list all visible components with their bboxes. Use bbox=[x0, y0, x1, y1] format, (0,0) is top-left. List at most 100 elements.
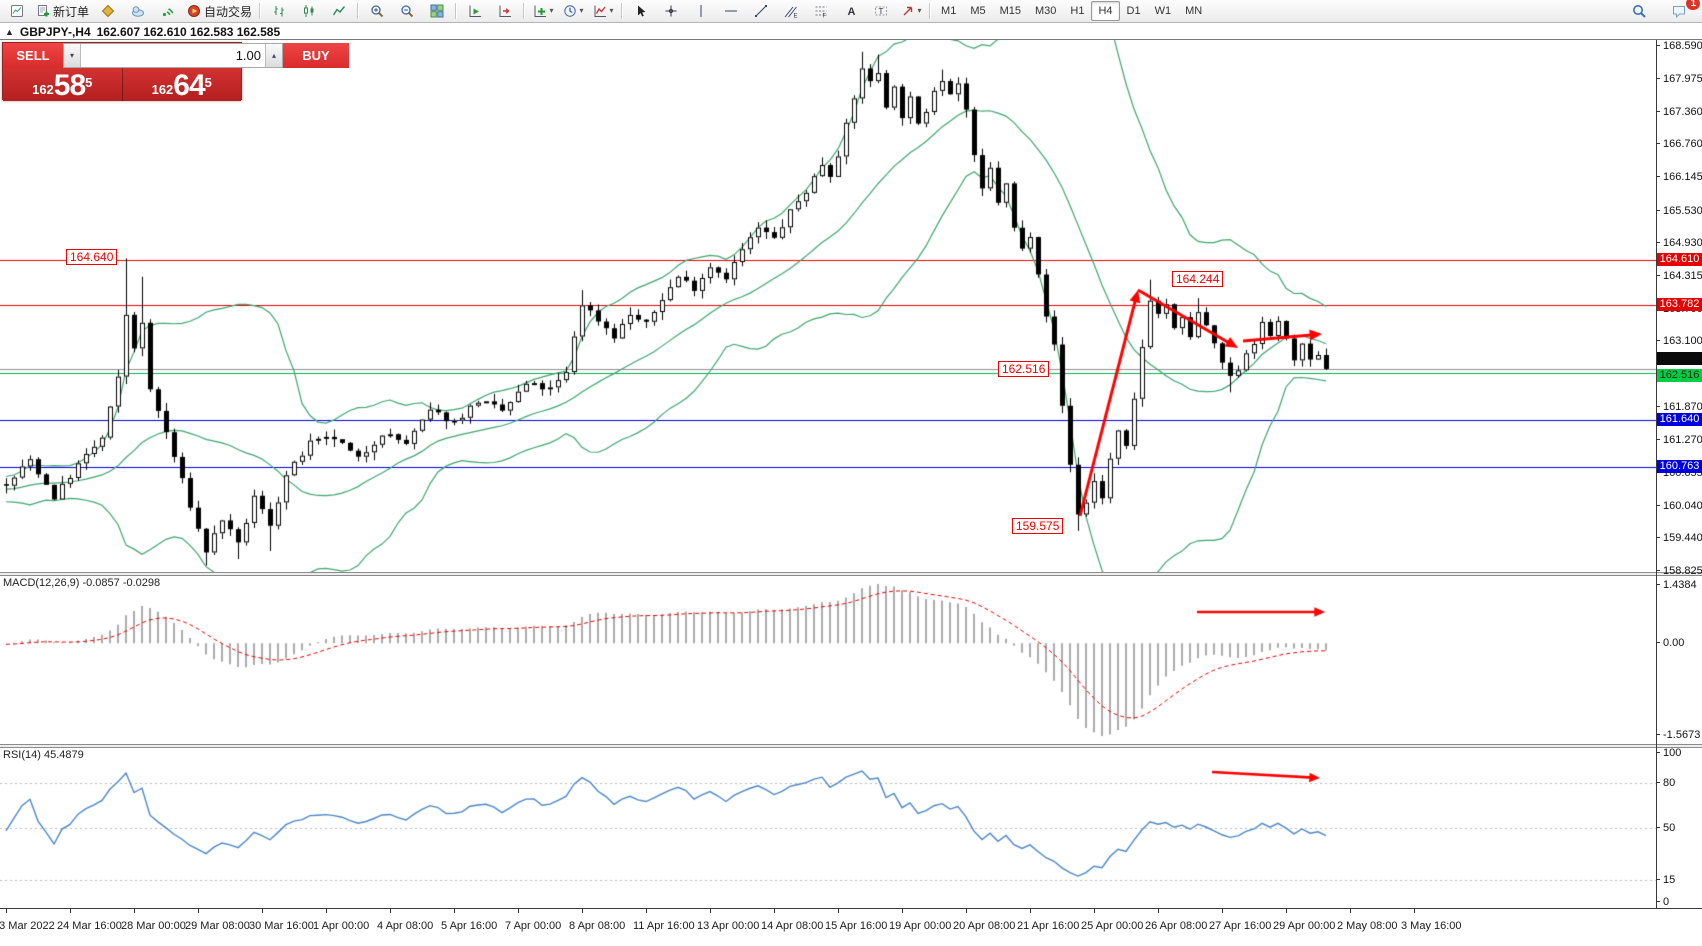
crosshair-button[interactable] bbox=[656, 0, 686, 22]
notification-badge: 1 bbox=[1685, 0, 1701, 11]
text-label-button[interactable]: T bbox=[866, 0, 896, 22]
channel-icon: E bbox=[784, 6, 798, 18]
axis-price-badge: 162.516 bbox=[1657, 369, 1702, 382]
timeframe-m1[interactable]: M1 bbox=[941, 5, 957, 17]
y-axis-tick: 161.870 bbox=[1656, 401, 1702, 413]
x-axis-label: 8 Apr 08:00 bbox=[569, 920, 626, 932]
chart-page-icon bbox=[11, 5, 23, 17]
timeframe-mn[interactable]: MN bbox=[1185, 5, 1203, 17]
sell-button[interactable]: SELL bbox=[3, 43, 63, 68]
arrows-button[interactable]: ▾ bbox=[896, 0, 926, 22]
tile-windows-button[interactable] bbox=[422, 0, 452, 22]
auto-scroll-icon bbox=[469, 5, 482, 17]
axis-price-badge: 164.610 bbox=[1657, 253, 1702, 266]
timeframe-m30[interactable]: M30 bbox=[1035, 5, 1057, 17]
profiles-icon bbox=[132, 6, 145, 17]
x-axis-tick-mark bbox=[966, 909, 967, 913]
new-chart-icon bbox=[534, 5, 546, 17]
history-center-button[interactable] bbox=[93, 0, 123, 22]
search-button[interactable] bbox=[1624, 0, 1654, 22]
x-axis-label: 14 Apr 08:00 bbox=[761, 920, 824, 932]
x-axis-tick-mark bbox=[838, 909, 839, 913]
x-axis-label: 13 Apr 00:00 bbox=[697, 920, 760, 932]
zoom-in-button[interactable] bbox=[362, 0, 392, 22]
x-axis-label: 15 Apr 16:00 bbox=[825, 920, 888, 932]
x-axis-label: 7 Apr 00:00 bbox=[505, 920, 562, 932]
toolbar-separator bbox=[523, 3, 526, 19]
cursor-button[interactable] bbox=[626, 0, 656, 22]
autotrade-button[interactable]: 自动交易 bbox=[183, 0, 256, 22]
sell-price-display[interactable]: 162 58 5 bbox=[3, 68, 123, 101]
x-axis-tick-mark bbox=[710, 909, 711, 913]
x-axis-tick-mark bbox=[1286, 909, 1287, 913]
y-axis-tick: 166.760 bbox=[1656, 138, 1702, 150]
x-axis-tick-mark bbox=[582, 909, 583, 913]
timeframe-m15[interactable]: M15 bbox=[999, 5, 1021, 17]
signals-button[interactable] bbox=[153, 0, 183, 22]
x-axis-tick-mark bbox=[1094, 909, 1095, 913]
buy-button[interactable]: BUY bbox=[283, 43, 349, 68]
x-axis-tick-mark bbox=[518, 909, 519, 913]
cursor-icon bbox=[638, 5, 646, 17]
x-axis-label: 28 Mar 00:00 bbox=[121, 920, 186, 932]
new-chart-button[interactable]: ▾ bbox=[528, 0, 558, 22]
new-order-button-label: 新订单 bbox=[53, 4, 90, 19]
price-chart[interactable] bbox=[0, 40, 1656, 572]
macd-indicator-pane[interactable] bbox=[0, 576, 1656, 744]
x-axis-label: 20 Apr 08:00 bbox=[953, 920, 1016, 932]
timeframe-d1[interactable]: D1 bbox=[1126, 5, 1141, 17]
chart-window-button[interactable] bbox=[2, 0, 32, 22]
pane-divider-macd[interactable] bbox=[0, 572, 1702, 576]
profiles-button[interactable] bbox=[123, 0, 153, 22]
periods-button[interactable]: ▾ bbox=[558, 0, 588, 22]
new-order-icon bbox=[38, 5, 49, 17]
x-axis-tick-mark bbox=[1158, 909, 1159, 913]
y-axis-tick: 159.440 bbox=[1656, 532, 1702, 544]
new-order-button[interactable]: 新订单 bbox=[32, 0, 93, 22]
timeframe-m5[interactable]: M5 bbox=[970, 5, 986, 17]
y-axis-tick: 167.975 bbox=[1656, 73, 1702, 85]
price-annotation[interactable]: 162.516 bbox=[998, 361, 1050, 377]
line-chart-icon bbox=[332, 6, 346, 16]
volume-decrease-button[interactable]: ▾ bbox=[64, 44, 81, 67]
y-axis-tick: 164.930 bbox=[1656, 237, 1702, 249]
text-button[interactable]: A bbox=[836, 0, 866, 22]
rsi-scale-tick: 0 bbox=[1655, 896, 1670, 908]
trendline-button[interactable] bbox=[746, 0, 776, 22]
pane-divider-rsi[interactable] bbox=[0, 744, 1702, 748]
vertical-line-button[interactable] bbox=[686, 0, 716, 22]
horizontal-line-button[interactable] bbox=[716, 0, 746, 22]
fibonacci-button[interactable]: F bbox=[806, 0, 836, 22]
equidistant-channel-button[interactable]: E bbox=[776, 0, 806, 22]
bar-chart-mode-button[interactable] bbox=[264, 0, 294, 22]
line-chart-mode-button[interactable] bbox=[324, 0, 354, 22]
volume-increase-button[interactable]: ▴ bbox=[265, 44, 282, 67]
candle-chart-mode-button[interactable] bbox=[294, 0, 324, 22]
rsi-indicator-pane[interactable] bbox=[0, 748, 1656, 908]
x-axis-label: 2 May 08:00 bbox=[1337, 920, 1398, 932]
toolbar-separator bbox=[259, 3, 262, 19]
auto-scroll-button[interactable] bbox=[460, 0, 490, 22]
chart-shift-icon bbox=[499, 5, 512, 17]
timeframe-h1[interactable]: H1 bbox=[1070, 5, 1085, 17]
price-annotation[interactable]: 164.244 bbox=[1172, 271, 1224, 287]
x-axis-label: 21 Apr 16:00 bbox=[1017, 920, 1080, 932]
rsi-scale-tick: 100 bbox=[1655, 747, 1682, 759]
chart-shift-button[interactable] bbox=[490, 0, 520, 22]
x-axis-tick-mark bbox=[454, 909, 455, 913]
price-annotation[interactable]: 159.575 bbox=[1012, 518, 1064, 534]
zoom-out-button[interactable] bbox=[392, 0, 422, 22]
timeframe-h4[interactable]: H4 bbox=[1091, 1, 1120, 21]
chat-icon bbox=[1673, 6, 1685, 18]
volume-input[interactable] bbox=[81, 44, 265, 67]
x-axis-label: 1 Apr 00:00 bbox=[313, 920, 370, 932]
toolbar-separator bbox=[455, 3, 458, 19]
notifications-button[interactable]: 1 bbox=[1664, 0, 1701, 22]
timeframe-w1[interactable]: W1 bbox=[1154, 5, 1172, 17]
price-annotation[interactable]: 164.640 bbox=[66, 249, 118, 265]
indicators-button[interactable]: ▾ bbox=[588, 0, 618, 22]
rsi-scale-tick: 80 bbox=[1655, 777, 1676, 789]
axis-price-badge: 160.763 bbox=[1657, 460, 1702, 473]
buy-price-display[interactable]: 162 64 5 bbox=[123, 68, 242, 101]
